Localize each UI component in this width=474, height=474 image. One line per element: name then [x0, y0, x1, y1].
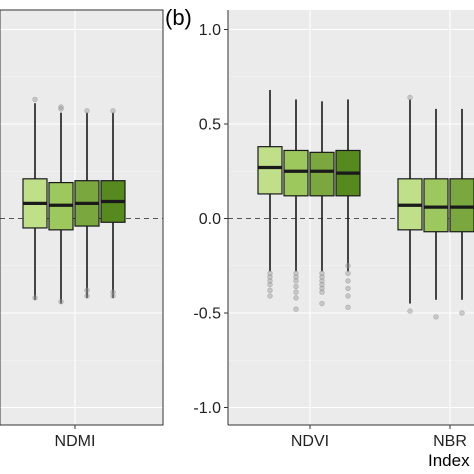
outlier-point — [110, 108, 116, 114]
outlier-point — [319, 274, 325, 280]
outlier-point — [84, 293, 90, 299]
left-panel-x-axis: NDMI — [55, 425, 96, 450]
outlier-point — [345, 304, 351, 311]
outlier-point — [293, 306, 299, 312]
interquartile-box — [309, 151, 335, 197]
right-panel-y-axis: -1.0 -0.5 0.0 0.5 1.0 — [193, 22, 228, 417]
outlier-point — [345, 293, 351, 299]
outlier-point — [407, 94, 413, 101]
box-ndmi-group-3 — [74, 108, 100, 299]
outlier-point — [345, 278, 351, 284]
y-tick-label: 1.0 — [199, 22, 221, 39]
outlier-point — [319, 270, 325, 277]
interquartile-box — [423, 178, 449, 233]
outlier-point — [267, 274, 273, 280]
box-ndmi-group-2 — [48, 104, 74, 305]
box-ndvi-group-3 — [309, 101, 335, 307]
outlier-point — [293, 289, 299, 295]
box-ndmi-group-4 — [100, 108, 126, 299]
outlier-point — [267, 287, 273, 294]
right-panel-boxes — [257, 89, 474, 320]
interquartile-box — [257, 146, 283, 195]
box-ndvi-group-4 — [335, 99, 361, 311]
outlier-point — [267, 278, 273, 284]
outlier-point — [267, 270, 273, 277]
y-tick-label: -1.0 — [193, 400, 221, 417]
outlier-point — [58, 106, 64, 112]
x-tick-label: NBR — [433, 433, 467, 450]
right-panel-x-axis: NDVI NBR — [291, 425, 467, 450]
left-panel: NDMI — [0, 9, 164, 450]
outlier-point — [433, 314, 439, 320]
y-tick-label: 0.0 — [199, 211, 221, 228]
outlier-point — [267, 293, 273, 299]
outlier-point — [293, 278, 299, 284]
outlier-point — [345, 285, 351, 292]
left-panel-boxes — [22, 96, 126, 305]
outlier-point — [58, 104, 64, 110]
x-tick-label: NDMI — [55, 433, 96, 450]
outlier-point — [267, 281, 273, 288]
outlier-point — [319, 285, 325, 292]
box-nbr-group-2 — [423, 108, 449, 320]
box-nbr-group-3 — [449, 108, 474, 316]
y-tick-label: 0.5 — [199, 117, 221, 134]
outlier-point — [319, 289, 325, 295]
interquartile-box — [283, 149, 309, 197]
box-ndvi-group-2 — [283, 99, 309, 312]
outlier-point — [459, 310, 465, 316]
outlier-point — [293, 270, 299, 277]
x-tick-label: NDVI — [291, 433, 329, 450]
outlier-point — [84, 108, 90, 114]
y-tick-label: -0.5 — [193, 306, 221, 323]
outlier-point — [58, 298, 64, 305]
box-nbr-group-1 — [397, 94, 423, 314]
outlier-point — [407, 308, 413, 314]
outlier-point — [345, 263, 351, 269]
interquartile-box — [449, 178, 474, 233]
outlier-point — [319, 281, 325, 288]
outlier-point — [319, 300, 325, 307]
outlier-point — [32, 295, 38, 301]
right-panel: (b) -1.0 -0.5 0.0 0.5 1.0 NDVI NBR Index — [165, 5, 474, 470]
outlier-point — [319, 278, 325, 284]
panel-label: (b) — [165, 5, 192, 30]
box-ndvi-group-1 — [257, 89, 283, 299]
outlier-point — [32, 96, 38, 103]
left-panel-border — [0, 9, 164, 426]
outlier-point — [293, 274, 299, 280]
x-axis-title: Index — [428, 451, 470, 470]
outlier-point — [293, 283, 299, 290]
outlier-point — [110, 293, 116, 299]
outlier-point — [110, 289, 116, 295]
outlier-point — [293, 295, 299, 301]
outlier-point — [84, 287, 90, 294]
outlier-point — [345, 270, 351, 277]
box-ndmi-group-1 — [22, 96, 48, 301]
